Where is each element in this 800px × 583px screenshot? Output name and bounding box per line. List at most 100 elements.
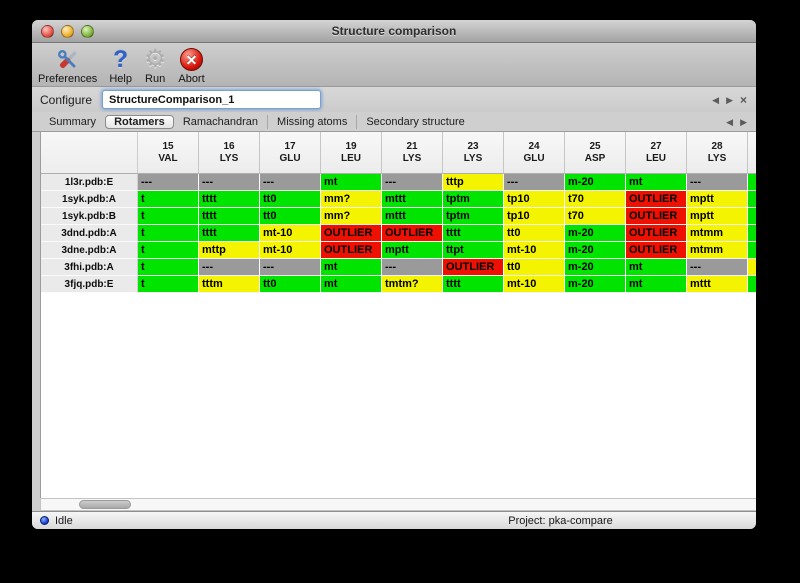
column-header-27[interactable]: 27 LEU [626,132,687,174]
rotamer-cell[interactable]: mt-10 [260,242,321,259]
rotamer-cell[interactable]: OUTLIER [443,259,504,276]
rotamer-cell[interactable]: mt [626,259,687,276]
rotamer-cell[interactable]: tptm [443,208,504,225]
rotamer-cell[interactable]: tp10 [504,208,565,225]
rotamer-cell[interactable]: m-20 [565,259,626,276]
rotamer-cell[interactable]: tttt [199,191,260,208]
title-bar[interactable]: Structure comparison [32,20,756,43]
rotamer-cell[interactable]: t [138,276,199,293]
rotamer-cell[interactable]: tt0 [260,208,321,225]
rotamer-cell[interactable]: mtmm [687,225,748,242]
rotamer-cell[interactable]: mptt [687,208,748,225]
rotamer-cell[interactable]: mt [626,276,687,293]
column-header-24[interactable]: 24 GLU [504,132,565,174]
rotamer-cell[interactable]: tt0 [504,259,565,276]
rotamer-cell[interactable]: tt0 [260,191,321,208]
rotamer-cell[interactable]: t [138,225,199,242]
zoom-window-button[interactable] [81,24,94,38]
column-header-23[interactable]: 23 LYS [443,132,504,174]
rotamer-cell[interactable]: mt [321,259,382,276]
column-header-15[interactable]: 15 VAL [138,132,199,174]
minimize-window-button[interactable] [61,24,74,38]
column-header-19[interactable]: 19 LEU [321,132,382,174]
rotamer-cell[interactable]: t [138,208,199,225]
rotamer-cell[interactable]: --- [382,259,443,276]
rotamer-cell[interactable]: --- [199,259,260,276]
rotamer-cell[interactable]: --- [260,259,321,276]
rotamer-cell[interactable]: OUTLIER [626,191,687,208]
rotamer-cell[interactable]: OUTLIER [321,225,382,242]
rotamer-cell[interactable]: tttm [199,276,260,293]
rotamer-cell[interactable]: tt0 [260,276,321,293]
rotamer-cell[interactable]: OUTLIER [626,208,687,225]
close-window-button[interactable] [41,24,54,38]
rotamer-cell[interactable]: mt-10 [504,276,565,293]
rotamer-cell[interactable]: tp10 [504,191,565,208]
rotamer-cell[interactable]: --- [687,259,748,276]
next-tab-icon[interactable]: ▶ [740,116,747,127]
rotamer-cell[interactable]: mt [321,276,382,293]
rotamer-cell[interactable]: t [138,259,199,276]
rotamer-cell[interactable]: tptm [443,191,504,208]
rotamer-cell[interactable]: mm? [321,191,382,208]
column-header-17[interactable]: 17 GLU [260,132,321,174]
rotamer-cell[interactable]: tttt [443,225,504,242]
rotamer-cell[interactable]: --- [138,174,199,191]
column-header-21[interactable]: 21 LYS [382,132,443,174]
tab-ramachandran[interactable]: Ramachandran [182,115,259,128]
rotamer-cell[interactable]: t70 [565,191,626,208]
rotamer-cell[interactable]: mttp [199,242,260,259]
prev-configure-icon[interactable]: ◀ [712,94,720,105]
rotamer-cell[interactable]: ttpt [443,242,504,259]
configure-name-input[interactable] [102,90,322,109]
rotamer-cell[interactable]: tt0 [504,225,565,242]
rotamer-cell[interactable]: mt-10 [260,225,321,242]
tab-missing-atoms[interactable]: Missing atoms [267,114,356,129]
rotamer-cell[interactable]: --- [504,174,565,191]
rotamer-cell[interactable]: --- [260,174,321,191]
rotamer-cell[interactable]: mttt [687,276,748,293]
rotamer-cell[interactable]: tttp [443,174,504,191]
rotamer-cell[interactable]: m-20 [565,242,626,259]
rotamer-cell[interactable]: mptt [382,242,443,259]
rotamer-cell[interactable]: t [138,242,199,259]
toolbar-button-abort[interactable]: ✕ Abort [178,46,205,85]
rotamer-cell[interactable]: m-20 [565,225,626,242]
tab-secondary-structure[interactable]: Secondary structure [356,114,473,129]
rotamer-cell[interactable]: --- [199,174,260,191]
column-header-16[interactable]: 16 LYS [199,132,260,174]
rotamer-cell[interactable]: t [138,191,199,208]
tab-summary[interactable]: Summary [49,115,97,128]
rotamer-cell[interactable]: m-20 [565,276,626,293]
toolbar-button-run[interactable]: ⚙ Run [144,46,166,86]
rotamer-cell[interactable]: t70 [565,208,626,225]
next-configure-icon[interactable]: ▶ [726,94,733,105]
rotamer-cell[interactable]: tttt [199,225,260,242]
tab-rotamers[interactable]: Rotamers [105,114,174,129]
rotamer-cell[interactable]: --- [382,174,443,191]
prev-tab-icon[interactable]: ◀ [726,116,734,127]
horizontal-scrollbar-thumb[interactable] [79,500,131,509]
rotamer-cell[interactable]: mm? [321,208,382,225]
rotamer-cell[interactable]: mttt [382,208,443,225]
rotamer-cell[interactable]: mtmm [687,242,748,259]
toolbar-button-help[interactable]: ? Help [109,46,132,85]
rotamer-cell[interactable]: OUTLIER [382,225,443,242]
close-configure-icon[interactable]: × [739,92,747,107]
rotamer-cell[interactable]: tmtm? [382,276,443,293]
column-header-25[interactable]: 25 ASP [565,132,626,174]
rotamer-cell[interactable]: m-20 [565,174,626,191]
rotamer-cell[interactable]: --- [687,174,748,191]
rotamer-cell[interactable]: mt [321,174,382,191]
rotamer-cell[interactable]: mptt [687,191,748,208]
rotamer-cell[interactable]: OUTLIER [626,225,687,242]
rotamer-cell[interactable]: mt-10 [504,242,565,259]
rotamer-cell[interactable]: OUTLIER [321,242,382,259]
rotamer-cell[interactable]: tttt [443,276,504,293]
toolbar-button-preferences[interactable]: Preferences [38,46,97,85]
horizontal-scrollbar-track[interactable] [40,498,756,511]
rotamer-cell[interactable]: mttt [382,191,443,208]
rotamer-cell[interactable]: tttt [199,208,260,225]
column-header-28[interactable]: 28 LYS [687,132,748,174]
rotamer-cell[interactable]: mt [626,174,687,191]
